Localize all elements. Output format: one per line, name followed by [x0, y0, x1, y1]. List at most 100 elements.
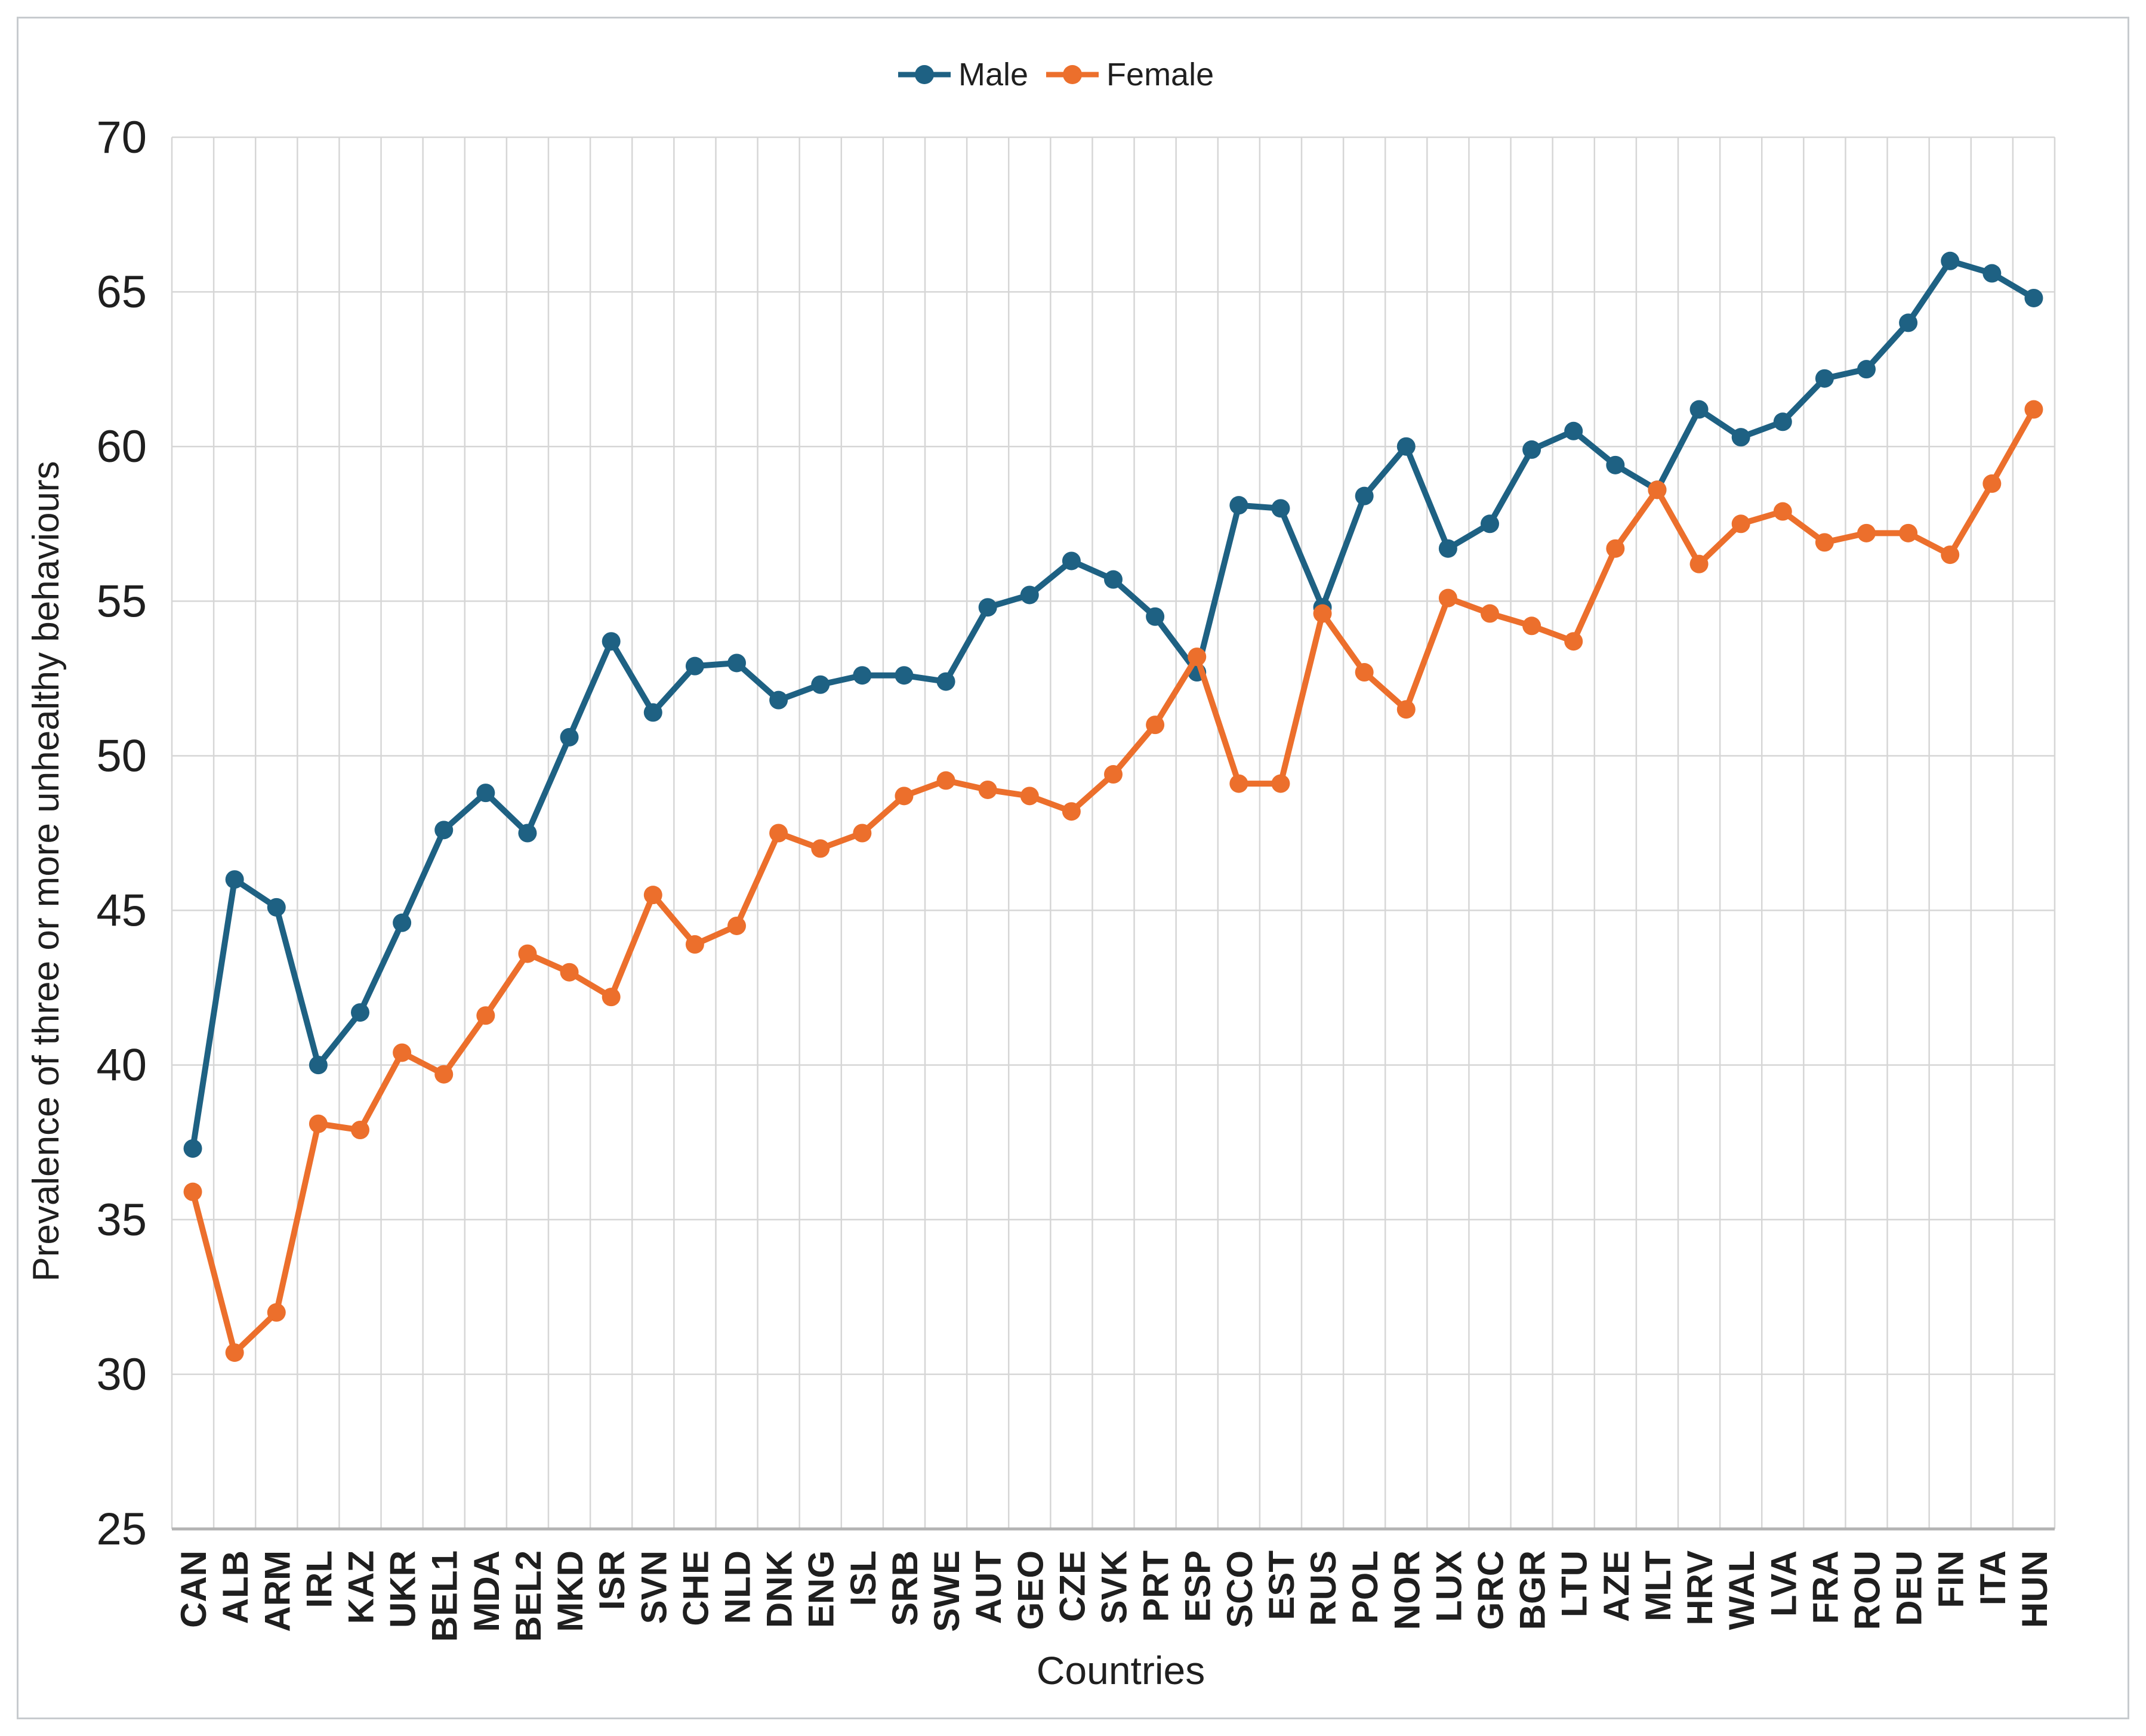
x-tick-label-ESP: ESP [1178, 1550, 1218, 1622]
x-tick-label-ISR: ISR [592, 1550, 632, 1610]
male-point-CAN [183, 1139, 202, 1158]
male-point-ARM [267, 898, 286, 917]
male-point-HUN [2024, 288, 2043, 307]
male-point-AZE [1606, 455, 1625, 474]
female-point-ITA [1982, 474, 2002, 493]
x-tick-label-MLT: MLT [1638, 1550, 1678, 1621]
x-tick-label-SCO: SCO [1220, 1550, 1260, 1628]
female-point-PRT [1146, 716, 1165, 735]
female-point-KAZ [351, 1120, 369, 1139]
x-tick-label-BEL2: BEL2 [508, 1550, 548, 1642]
legend-item-male: Male [898, 58, 1028, 91]
x-tick-label-AUT: AUT [969, 1550, 1009, 1624]
x-tick-label-PRT: PRT [1136, 1550, 1176, 1622]
female-series [183, 400, 2043, 1362]
male-point-SVN [643, 703, 662, 722]
y-tick-label-25: 25 [96, 1504, 147, 1555]
x-tick-label-EST: EST [1262, 1550, 1302, 1620]
male-point-EST [1271, 499, 1290, 518]
female-point-ISL [853, 824, 872, 843]
female-point-DEU [1899, 523, 1918, 542]
male-point-BGR [1522, 440, 1541, 459]
female-point-HRV [1689, 554, 1709, 573]
x-tick-label-RUS: RUS [1303, 1550, 1343, 1626]
horizontal-gridlines [172, 136, 2055, 1531]
female-point-DNK [769, 824, 788, 843]
male-point-IRL [309, 1056, 328, 1075]
y-tick-label-55: 55 [96, 576, 147, 627]
male-point-SRB [895, 666, 914, 685]
x-tick-label-SVN: SVN [634, 1550, 674, 1624]
male-series [183, 251, 2043, 1158]
male-point-AUT [978, 598, 997, 617]
y-tick-label-35: 35 [96, 1195, 147, 1245]
male-point-LTU [1564, 421, 1583, 440]
female-point-EST [1271, 774, 1290, 793]
female-point-AZE [1606, 539, 1625, 558]
female-point-SVK [1104, 765, 1123, 784]
female-point-BEL1 [434, 1065, 454, 1084]
female-point-SWE [936, 771, 955, 790]
female-point-MDA [476, 1006, 495, 1025]
x-tick-label-SVK: SVK [1094, 1550, 1134, 1624]
male-point-NOR [1396, 437, 1416, 456]
female-point-SVN [643, 886, 662, 905]
x-tick-label-AZE: AZE [1596, 1550, 1636, 1622]
female-point-UKR [393, 1043, 412, 1062]
y-axis-tick-labels: 70 65 60 55 50 45 40 35 30 25 [96, 112, 147, 1555]
y-tick-label-60: 60 [96, 421, 147, 472]
x-tick-label-LTU: LTU [1555, 1550, 1595, 1617]
male-point-PRT [1146, 607, 1165, 626]
female-line-marker-icon [1046, 65, 1099, 84]
male-point-WAL [1731, 428, 1750, 447]
male-line-marker-icon [898, 65, 951, 84]
female-point-GEO [1020, 787, 1039, 806]
male-point-SWE [936, 672, 955, 691]
y-tick-label-70: 70 [96, 112, 147, 163]
x-tick-label-POL: POL [1345, 1550, 1385, 1624]
female-point-SRB [895, 787, 914, 806]
series-layer [183, 251, 2043, 1362]
x-tick-label-GEO: GEO [1010, 1550, 1050, 1630]
x-tick-label-NOR: NOR [1387, 1550, 1427, 1630]
x-tick-label-DNK: DNK [760, 1550, 800, 1628]
x-tick-label-LVA: LVA [1763, 1550, 1803, 1617]
legend: Male Female [898, 58, 1214, 91]
female-point-CHE [685, 935, 704, 954]
female-point-BGR [1522, 616, 1541, 636]
male-point-ISL [853, 666, 872, 685]
female-point-ROU [1857, 523, 1876, 542]
x-tick-label-ISL: ISL [843, 1550, 883, 1606]
male-point-FRA [1815, 369, 1834, 388]
female-point-SCO [1229, 774, 1248, 793]
legend-label-female: Female [1106, 57, 1214, 92]
x-tick-label-ENG: ENG [801, 1550, 841, 1628]
female-point-ESP [1188, 647, 1207, 667]
male-point-POL [1355, 486, 1374, 505]
female-point-MLT [1648, 480, 1667, 499]
female-point-ARM [267, 1303, 286, 1322]
female-point-BEL2 [518, 944, 537, 963]
female-point-ENG [811, 839, 830, 858]
x-tick-label-CZE: CZE [1052, 1550, 1092, 1622]
male-point-BEL1 [434, 821, 454, 840]
male-point-ROU [1857, 360, 1876, 379]
male-point-FIN [1941, 251, 1960, 270]
x-axis-tick-labels: CAN ALB ARM IRL KAZ UKR BEL1 MDA BEL2 MKD ISR SVN CH… [174, 1550, 2055, 1642]
x-tick-label-ARM: ARM [257, 1550, 297, 1632]
x-tick-label-MDA: MDA [467, 1550, 507, 1632]
x-tick-label-ALB: ALB [215, 1550, 255, 1624]
male-point-BEL2 [518, 824, 537, 843]
male-point-KAZ [351, 1003, 369, 1022]
female-point-HUN [2024, 400, 2043, 419]
x-tick-label-BEL1: BEL1 [425, 1550, 465, 1642]
x-tick-label-IRL: IRL [299, 1550, 339, 1608]
female-point-MKD [560, 963, 579, 982]
x-tick-label-HRV: HRV [1680, 1550, 1720, 1626]
female-point-POL [1355, 663, 1374, 682]
male-point-SCO [1229, 496, 1248, 515]
female-point-FRA [1815, 533, 1834, 552]
male-point-HRV [1689, 400, 1709, 419]
y-axis-title: Prevalence of three or more unhealthy be… [26, 461, 67, 1281]
x-tick-label-MKD: MKD [550, 1550, 590, 1632]
